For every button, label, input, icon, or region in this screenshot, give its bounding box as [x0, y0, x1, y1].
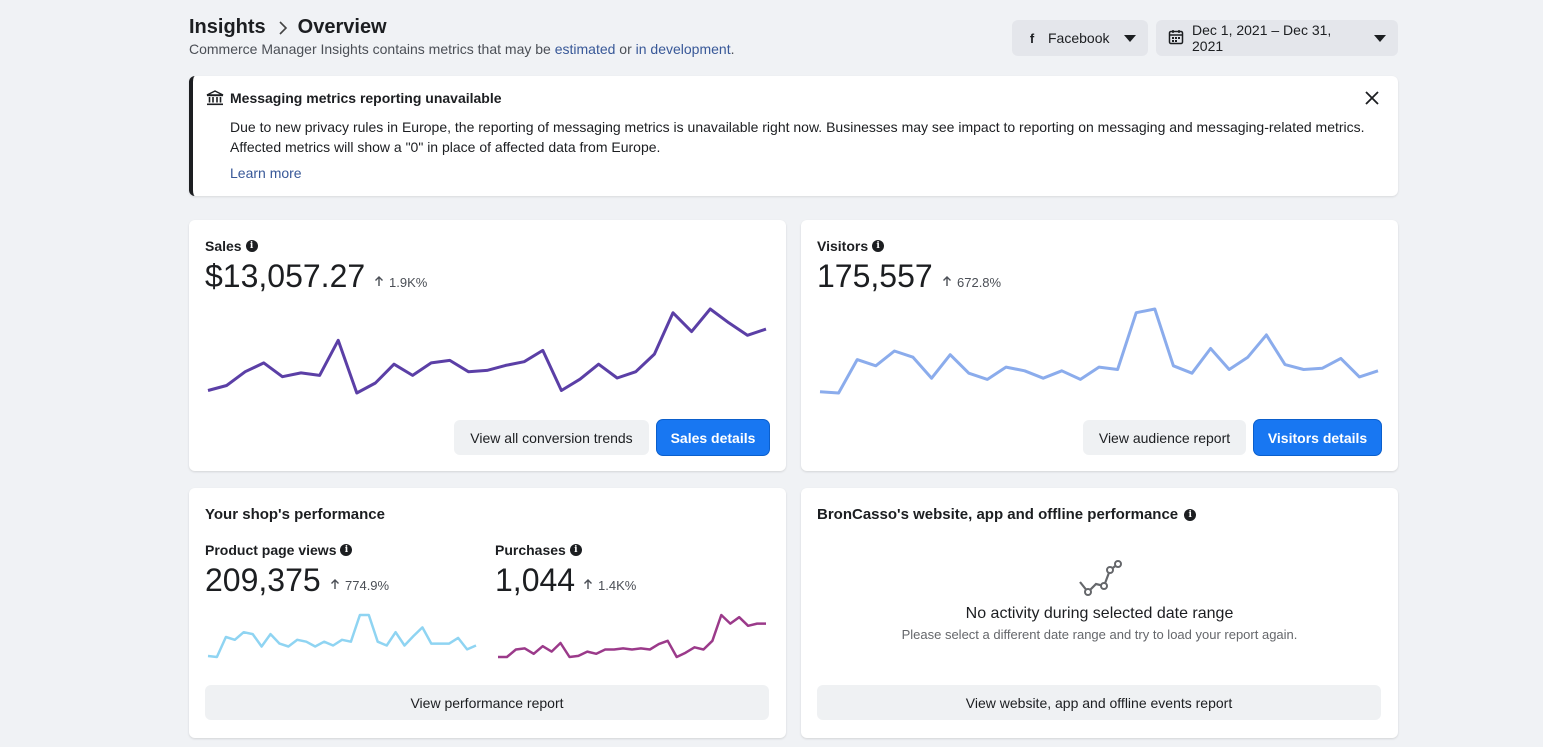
estimated-link[interactable]: estimated [554, 41, 616, 57]
view-events-report-button[interactable]: View website, app and offline events rep… [817, 685, 1381, 720]
sales-label-text: Sales [205, 238, 242, 254]
purchases-sparkline [498, 613, 766, 659]
visitors-sparkline [819, 307, 1379, 395]
view-performance-report-button[interactable]: View performance report [205, 685, 769, 720]
notice-body: Due to new privacy rules in Europe, the … [230, 119, 1365, 155]
info-icon[interactable]: i [569, 544, 582, 556]
info-icon[interactable]: i [245, 240, 258, 252]
messaging-notice: Messaging metrics reporting unavailable … [189, 76, 1398, 196]
line-chart-icon [1076, 560, 1124, 605]
facebook-icon: f [1029, 30, 1035, 46]
empty-state-title: No activity during selected date range [965, 605, 1234, 622]
visitors-label: Visitors i [817, 238, 885, 254]
notice-title: Messaging metrics reporting unavailable [230, 90, 502, 106]
spark-purchases-line [498, 613, 766, 659]
subtitle-or: or [619, 41, 632, 57]
shop-performance-title-text: Your shop's performance [205, 506, 385, 523]
sales-label: Sales i [205, 238, 258, 254]
info-icon[interactable]: i [872, 240, 885, 252]
bank-icon [206, 90, 224, 111]
arrow-up-icon [374, 275, 384, 290]
visitors-value: 175,557 [817, 258, 933, 294]
calendar-icon [1168, 29, 1184, 48]
web-performance-title-text: BronCasso's website, app and offline per… [817, 506, 1179, 523]
product-views-delta-text: 774.9% [345, 578, 390, 593]
purchases-label: Purchases i [495, 542, 582, 558]
sales-sparkline [207, 307, 767, 395]
arrow-up-icon [942, 275, 952, 290]
page-header: Insights Overview Commerce Manager Insig… [189, 0, 1398, 70]
page-subtitle: Commerce Manager Insights contains metri… [189, 41, 734, 57]
date-range-label: Dec 1, 2021 – Dec 31, 2021 [1192, 22, 1332, 54]
product-views-label: Product page views i [205, 542, 353, 558]
purchases-label-text: Purchases [495, 542, 566, 558]
info-icon[interactable]: i [340, 544, 353, 556]
channel-label: Facebook [1048, 30, 1110, 46]
sales-details-button[interactable]: Sales details [657, 420, 769, 455]
view-all-conversion-trends-button[interactable]: View all conversion trends [454, 420, 649, 455]
chevron-right-icon [278, 20, 288, 36]
purchases-value: 1,044 [495, 562, 576, 598]
channel-dropdown[interactable]: f Facebook [1012, 20, 1148, 56]
visitors-card: Visitors i 175,557 672.8% View audience … [801, 220, 1398, 471]
product-views-label-text: Product page views [205, 542, 337, 558]
date-range-picker[interactable]: Dec 1, 2021 – Dec 31, 2021 [1156, 20, 1398, 56]
caret-down-icon [1374, 34, 1386, 42]
purchases-delta: 1.4K% [583, 578, 636, 593]
product-views-value: 209,375 [205, 562, 321, 598]
shop-performance-title: Your shop's performance [205, 506, 385, 523]
shop-performance-card: Your shop's performance Product page vie… [189, 488, 786, 738]
web-performance-card: BronCasso's website, app and offline per… [801, 488, 1398, 738]
sales-delta: 1.9K% [374, 275, 427, 290]
empty-state-subtitle: Please select a different date range and… [901, 627, 1298, 642]
sales-delta-text: 1.9K% [389, 275, 428, 290]
spark-views-line [207, 613, 477, 659]
close-icon[interactable] [1362, 88, 1382, 108]
sales-card: Sales i $13,057.27 1.9K% View all conver… [189, 220, 786, 471]
view-audience-report-button[interactable]: View audience report [1083, 420, 1246, 455]
caret-down-icon [1124, 34, 1136, 42]
web-performance-title: BronCasso's website, app and offline per… [817, 506, 1197, 523]
breadcrumb-overview: Overview [297, 16, 387, 38]
product-views-sparkline [207, 613, 477, 659]
spark-visitors-line [819, 307, 1379, 395]
visitors-delta: 672.8% [942, 275, 1001, 290]
visitors-label-text: Visitors [817, 238, 869, 254]
info-icon[interactable]: i [1184, 508, 1197, 521]
product-views-delta: 774.9% [330, 578, 389, 593]
visitors-delta-text: 672.8% [957, 275, 1002, 290]
spark-sales-line [207, 307, 767, 395]
in-development-link[interactable]: in development [635, 41, 731, 57]
breadcrumb-insights[interactable]: Insights [189, 16, 266, 38]
breadcrumb: Insights Overview [189, 16, 387, 39]
arrow-up-icon [330, 578, 340, 593]
arrow-up-icon [583, 578, 593, 593]
subtitle-period: . [730, 41, 735, 57]
learn-more-link[interactable]: Learn more [230, 165, 302, 181]
visitors-details-button[interactable]: Visitors details [1254, 420, 1381, 455]
sales-value: $13,057.27 [205, 258, 366, 294]
subtitle-text: Commerce Manager Insights contains metri… [189, 41, 551, 57]
purchases-delta-text: 1.4K% [598, 578, 637, 593]
